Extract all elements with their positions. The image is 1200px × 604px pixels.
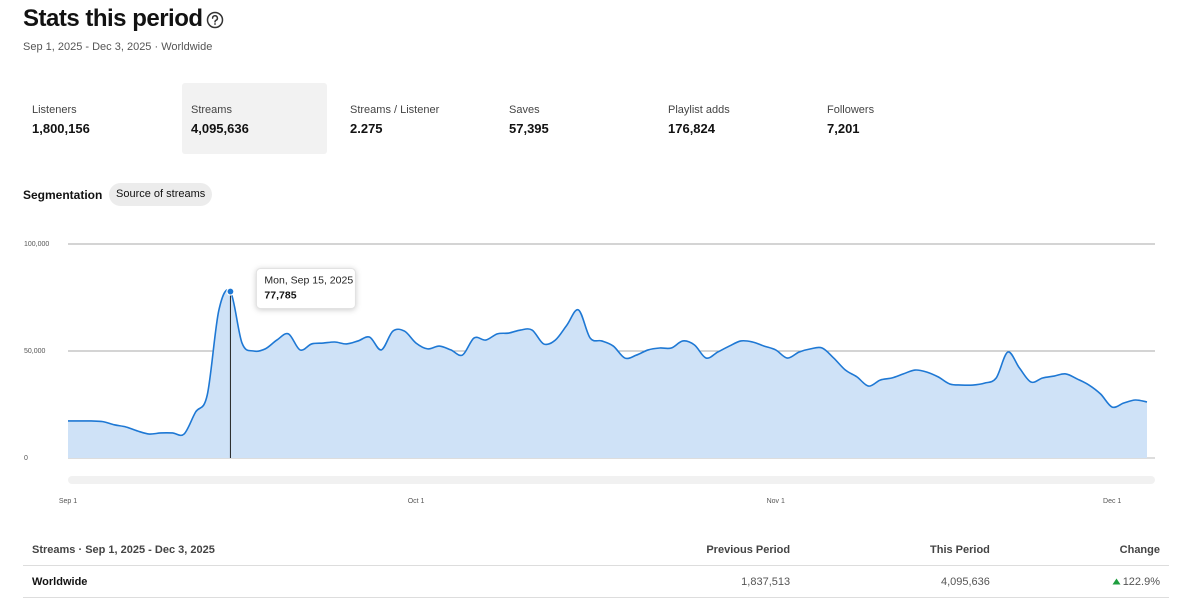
metric-value: 2.275 [350, 121, 383, 136]
cell-text: 1,837,513 [741, 575, 791, 588]
table-body: Worldwide 1,837,513 4,095,636 122.9% [23, 565, 1169, 598]
y-tick-label: 50,000 [24, 348, 46, 355]
cell-text: Worldwide [32, 575, 88, 588]
tooltip-box [255, 268, 356, 310]
metric-label: Streams [191, 104, 232, 116]
tooltip: Mon, Sep 15, 2025 77,785 [255, 268, 356, 310]
y-tick-label: 0 [24, 455, 28, 462]
column-header: This Period [799, 534, 999, 566]
column-header: Streams · Sep 1, 2025 - Dec 3, 2025 [23, 534, 539, 566]
metric-card[interactable]: Saves 57,395 [500, 83, 645, 154]
metric-value: 7,201 [827, 121, 860, 136]
help-icon[interactable] [206, 11, 224, 29]
line [68, 288, 1148, 437]
metric-card[interactable]: Followers 7,201 [818, 83, 963, 154]
metric-card[interactable]: Streams 4,095,636 [182, 83, 327, 154]
y-tick-label: 100,000 [24, 241, 49, 248]
segment-chip[interactable]: Source of streams [109, 183, 213, 206]
segmentation-label: Segmentation [23, 188, 103, 202]
metric-value: 4,095,636 [191, 121, 249, 136]
table-header: Streams · Sep 1, 2025 - Dec 3, 2025 Previ… [23, 534, 1169, 566]
tooltip-value: 77,785 [264, 289, 296, 301]
metric-card[interactable]: Playlist adds 176,824 [659, 83, 804, 154]
cell-text: 4,095,636 [940, 575, 990, 588]
area-fill [68, 289, 1147, 458]
hover-point [226, 287, 235, 296]
metric-label: Streams / Listener [350, 104, 440, 116]
x-tick-label: Nov 1 [767, 498, 785, 505]
metric-label: Listeners [32, 104, 77, 116]
page-title: Stats this period [23, 5, 203, 32]
arrow-shape [1112, 578, 1121, 584]
metric-value: 1,800,156 [32, 121, 90, 136]
column-header: Previous Period [538, 534, 800, 566]
metric-value: 176,824 [668, 121, 715, 136]
scrollbar-track [68, 476, 1155, 484]
up-arrow [1112, 578, 1121, 584]
data-table: Streams · Sep 1, 2025 - Dec 3, 2025 Previ… [23, 534, 1169, 598]
table-cell: Worldwide [23, 565, 539, 598]
metric-label: Playlist adds [668, 104, 730, 116]
metric-card[interactable]: Listeners 1,800,156 [23, 83, 168, 154]
metric-label: Saves [509, 104, 540, 116]
cell-text: 122.9% [1122, 575, 1160, 588]
table-cell: 4,095,636 [799, 565, 999, 598]
x-tick-label: Oct 1 [408, 498, 425, 505]
table-cell: 122.9% [998, 565, 1169, 598]
page-subtitle: Sep 1, 2025 - Dec 3, 2025 · Worldwide [23, 41, 213, 53]
metric-value: 57,395 [509, 121, 549, 136]
table-cell: 1,837,513 [538, 565, 800, 598]
table-row: Worldwide 1,837,513 4,095,636 122.9% [23, 565, 1169, 598]
metric-label: Followers [827, 104, 875, 116]
tooltip-date: Mon, Sep 15, 2025 [264, 274, 353, 286]
x-tick-label: Sep 1 [59, 498, 77, 505]
metric-card[interactable]: Streams / Listener 2.275 [341, 83, 486, 154]
x-tick-label: Dec 1 [1103, 498, 1121, 505]
column-header: Change [998, 534, 1169, 566]
